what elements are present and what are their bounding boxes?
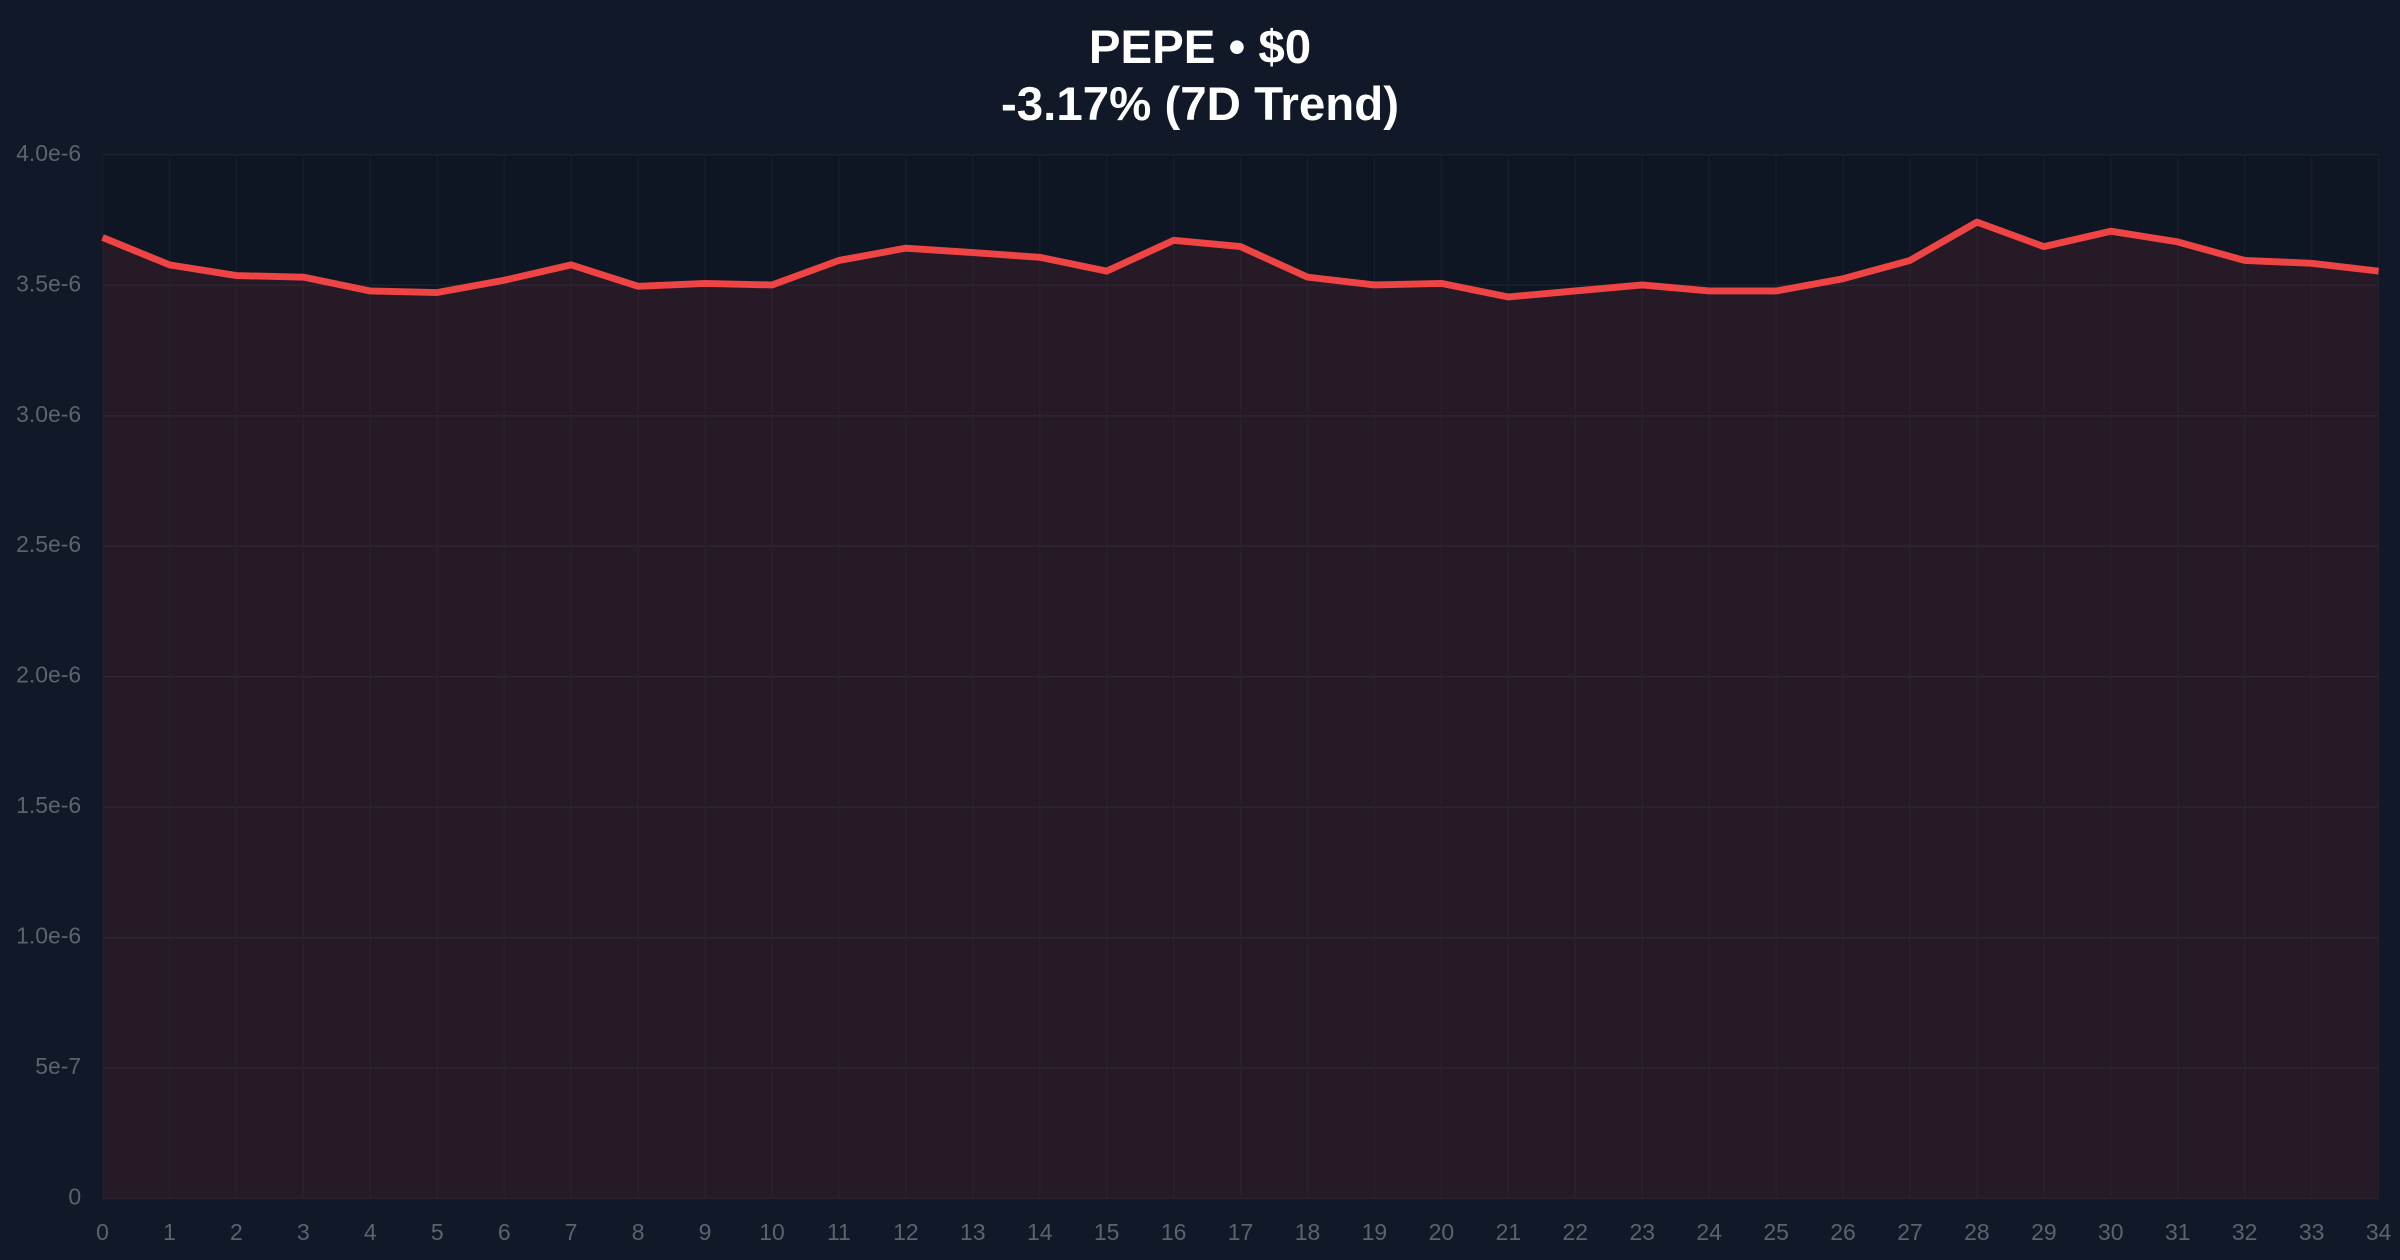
y-tick-label: 5e-7 [35,1053,81,1079]
x-tick-label: 15 [1094,1219,1120,1245]
x-tick-label: 27 [1897,1219,1923,1245]
chart-subtitle: -3.17% (7D Trend) [1001,78,1399,131]
area-fill [102,222,2379,1199]
x-tick-label: 12 [893,1219,919,1245]
x-tick-label: 34 [2366,1219,2392,1245]
x-tick-label: 0 [96,1219,109,1245]
y-tick-label: 2.0e-6 [16,662,81,688]
x-tick-label: 7 [565,1219,578,1245]
x-tick-label: 5 [431,1219,444,1245]
x-tick-label: 31 [2165,1219,2191,1245]
x-tick-label: 24 [1696,1219,1722,1245]
x-tick-label: 22 [1563,1219,1589,1245]
x-tick-label: 11 [827,1219,851,1245]
x-tick-label: 3 [297,1219,310,1245]
x-tick-label: 18 [1295,1219,1321,1245]
x-tick-label: 2 [230,1219,243,1245]
x-tick-label: 30 [2098,1219,2124,1245]
x-tick-label: 20 [1429,1219,1455,1245]
x-tick-label: 4 [364,1219,377,1245]
y-tick-label: 1.5e-6 [16,792,81,818]
x-tick-label: 10 [759,1219,785,1245]
y-tick-label: 0 [68,1184,81,1210]
x-tick-label: 29 [2031,1219,2057,1245]
x-tick-label: 1 [163,1219,176,1245]
x-tick-label: 8 [632,1219,645,1245]
y-tick-label: 2.5e-6 [16,531,81,557]
x-tick-label: 26 [1830,1219,1856,1245]
x-tick-label: 17 [1228,1219,1254,1245]
y-tick-label: 3.5e-6 [16,270,81,296]
x-tick-label: 9 [699,1219,712,1245]
x-tick-label: 16 [1161,1219,1187,1245]
x-tick-label: 6 [498,1219,511,1245]
y-tick-label: 1.0e-6 [16,923,81,949]
x-tick-label: 32 [2232,1219,2258,1245]
x-tick-label: 21 [1496,1219,1522,1245]
x-tick-label: 33 [2299,1219,2325,1245]
x-tick-label: 14 [1027,1219,1053,1245]
x-tick-label: 25 [1763,1219,1789,1245]
x-tick-label: 13 [960,1219,986,1245]
line [101,218,2379,301]
chart-title: PEPE • $0 [1089,21,1311,74]
x-tick-label: 23 [1629,1219,1655,1245]
x-tick-label: 19 [1362,1219,1388,1245]
x-tick-label: 28 [1964,1219,1990,1245]
y-tick-label: 4.0e-6 [16,140,81,166]
y-tick-label: 3.0e-6 [16,401,81,427]
